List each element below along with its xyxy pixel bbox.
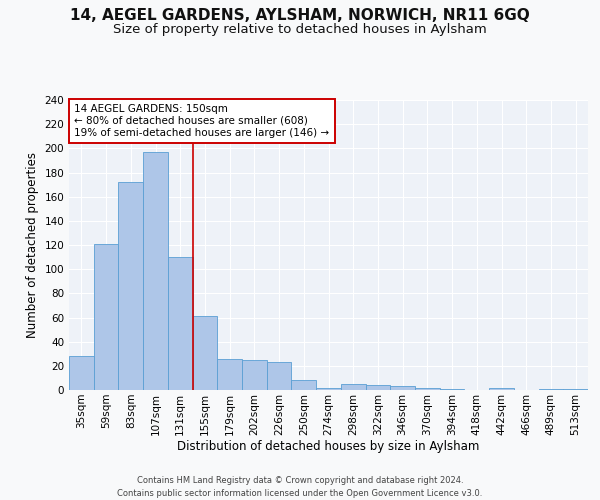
Bar: [143, 152, 168, 390]
Bar: [365, 385, 390, 390]
Bar: [415, 388, 440, 390]
Bar: [69, 356, 94, 390]
Bar: [118, 182, 143, 390]
Bar: [168, 257, 193, 390]
Text: 14 AEGEL GARDENS: 150sqm
← 80% of detached houses are smaller (608)
19% of semi-: 14 AEGEL GARDENS: 150sqm ← 80% of detach…: [74, 104, 329, 138]
Text: 14, AEGEL GARDENS, AYLSHAM, NORWICH, NR11 6GQ: 14, AEGEL GARDENS, AYLSHAM, NORWICH, NR1…: [70, 8, 530, 22]
Text: Size of property relative to detached houses in Aylsham: Size of property relative to detached ho…: [113, 22, 487, 36]
Bar: [440, 389, 464, 390]
Bar: [193, 316, 217, 390]
Y-axis label: Number of detached properties: Number of detached properties: [26, 152, 39, 338]
Bar: [217, 358, 242, 390]
Bar: [94, 244, 118, 390]
Text: Contains HM Land Registry data © Crown copyright and database right 2024.
Contai: Contains HM Land Registry data © Crown c…: [118, 476, 482, 498]
Bar: [341, 384, 365, 390]
Bar: [292, 380, 316, 390]
Bar: [539, 389, 563, 390]
X-axis label: Distribution of detached houses by size in Aylsham: Distribution of detached houses by size …: [178, 440, 479, 454]
Bar: [489, 388, 514, 390]
Bar: [316, 388, 341, 390]
Bar: [390, 386, 415, 390]
Bar: [242, 360, 267, 390]
Bar: [563, 389, 588, 390]
Bar: [267, 362, 292, 390]
